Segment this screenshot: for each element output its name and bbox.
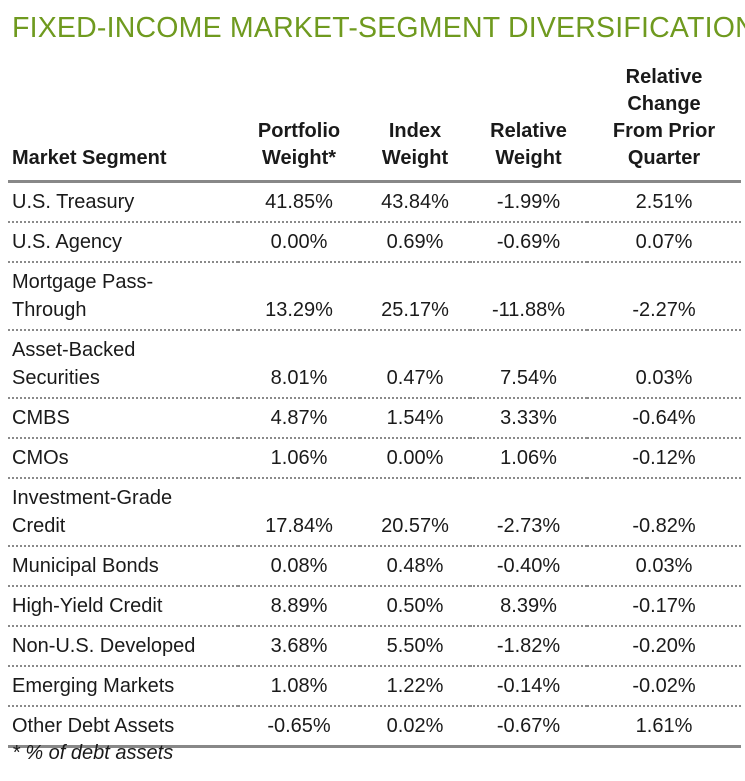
cell-market-segment: CMOs (12, 447, 69, 469)
cell-market-segment: Investment-Grade Credit (12, 487, 173, 537)
cell-relative-weight: -1.99% (496, 191, 561, 213)
cell-portfolio-weight: 1.08% (270, 675, 328, 697)
cell-relative-change: -2.27% (632, 299, 696, 321)
cell-relative-weight: 8.39% (500, 595, 557, 617)
table-row: High-Yield Credit 8.89% 0.50% 8.39% -0.17% (8, 586, 741, 626)
cell-market-segment: U.S. Treasury (12, 191, 135, 213)
cell-portfolio-weight: -0.65% (267, 715, 331, 737)
cell-relative-weight: -0.40% (496, 555, 561, 577)
cell-index-weight: 0.50% (386, 595, 444, 617)
table-row: Investment-Grade Credit 17.84% 20.57% -2.73… (8, 478, 741, 546)
cell-relative-change: -0.17% (632, 595, 696, 617)
footnote: * % of debt assets (12, 742, 174, 764)
cell-market-segment: CMBS (12, 407, 70, 429)
table-row: Mortgage Pass- Through 13.29% 25.17% -11.88… (8, 262, 741, 330)
table-row: Municipal Bonds 0.08% 0.48% -0.40% 0.03% (8, 546, 741, 586)
cell-relative-weight: -1.82% (496, 635, 561, 657)
cell-portfolio-weight: 4.87% (270, 407, 328, 429)
table-body: U.S. Treasury 41.85% 43.84% -1.99% 2.51% U.S.… (8, 182, 741, 747)
cell-market-segment: Emerging Markets (12, 675, 175, 697)
cell-index-weight: 0.48% (386, 555, 444, 577)
header-row: Market Segment Portfolio Weight* Index W… (8, 64, 741, 182)
cell-market-segment: Asset-Backed Securities (12, 339, 136, 389)
cell-market-segment: High-Yield Credit (12, 595, 163, 617)
cell-index-weight: 43.84% (381, 191, 449, 213)
segment-table: Market Segment Portfolio Weight* Index W… (8, 64, 741, 748)
cell-relative-change: 0.03% (635, 367, 693, 389)
cell-relative-weight: -11.88% (491, 299, 565, 321)
cell-index-weight: 0.69% (386, 231, 444, 253)
cell-portfolio-weight: 13.29% (265, 299, 333, 321)
cell-relative-change: -0.20% (632, 635, 696, 657)
cell-index-weight: 0.02% (386, 715, 444, 737)
cell-index-weight: 1.22% (386, 675, 444, 697)
cell-index-weight: 1.54% (386, 407, 444, 429)
table-row: CMBS 4.87% 1.54% 3.33% -0.64% (8, 398, 741, 438)
cell-relative-weight: 7.54% (500, 367, 557, 389)
cell-portfolio-weight: 0.08% (270, 555, 328, 577)
cell-relative-change: 2.51% (635, 191, 693, 213)
cell-portfolio-weight: 17.84% (265, 515, 333, 537)
cell-portfolio-weight: 41.85% (265, 191, 333, 213)
cell-relative-change: 0.03% (635, 555, 693, 577)
cell-relative-change: 0.07% (635, 231, 693, 253)
cell-market-segment: Other Debt Assets (12, 715, 175, 737)
table-row: Non-U.S. Developed 3.68% 5.50% -1.82% -0.20% (8, 626, 741, 666)
cell-relative-change: -0.82% (632, 515, 696, 537)
cell-portfolio-weight: 8.01% (270, 367, 328, 389)
cell-relative-change: -0.12% (632, 447, 696, 469)
header-relative-weight: Relative Weight (490, 120, 567, 169)
cell-market-segment: U.S. Agency (12, 231, 123, 253)
header-relative-change: Relative Change From Prior Quarter (612, 66, 716, 169)
header-portfolio-weight: Portfolio Weight* (257, 120, 341, 169)
cell-relative-change: -0.02% (632, 675, 696, 697)
cell-market-segment: Mortgage Pass- Through (12, 271, 154, 321)
table-row: CMOs 1.06% 0.00% 1.06% -0.12% (8, 438, 741, 478)
header-market-segment: Market Segment (12, 147, 167, 169)
cell-relative-change: 1.61% (635, 715, 693, 737)
table-row: Other Debt Assets -0.65% 0.02% -0.67% 1.61% (8, 706, 741, 747)
cell-relative-weight: 1.06% (500, 447, 557, 469)
cell-portfolio-weight: 8.89% (270, 595, 328, 617)
cell-relative-weight: -0.67% (496, 715, 561, 737)
cell-index-weight: 20.57% (381, 515, 449, 537)
page-title: FIXED-INCOME MARKET-SEGMENT DIVERSIFICAT… (12, 12, 745, 44)
cell-relative-weight: 3.33% (500, 407, 557, 429)
table-row: U.S. Treasury 41.85% 43.84% -1.99% 2.51% (8, 182, 741, 222)
table-row: Asset-Backed Securities 8.01% 0.47% 7.54% 0.… (8, 330, 741, 398)
cell-relative-weight: -0.14% (496, 675, 561, 697)
header-index-weight: Index Weight (381, 120, 449, 169)
cell-index-weight: 25.17% (381, 299, 449, 321)
table-row: U.S. Agency 0.00% 0.69% -0.69% 0.07% (8, 222, 741, 262)
cell-index-weight: 5.50% (386, 635, 444, 657)
cell-index-weight: 0.00% (386, 447, 444, 469)
cell-market-segment: Municipal Bonds (12, 555, 159, 577)
cell-portfolio-weight: 0.00% (270, 231, 328, 253)
cell-relative-weight: -0.69% (496, 231, 561, 253)
table-header: Market Segment Portfolio Weight* Index W… (8, 64, 741, 182)
cell-relative-weight: -2.73% (496, 515, 561, 537)
cell-market-segment: Non-U.S. Developed (12, 635, 196, 657)
cell-portfolio-weight: 1.06% (270, 447, 328, 469)
cell-index-weight: 0.47% (386, 367, 444, 389)
cell-portfolio-weight: 3.68% (270, 635, 328, 657)
table-row: Emerging Markets 1.08% 1.22% -0.14% -0.02% (8, 666, 741, 706)
cell-relative-change: -0.64% (632, 407, 696, 429)
